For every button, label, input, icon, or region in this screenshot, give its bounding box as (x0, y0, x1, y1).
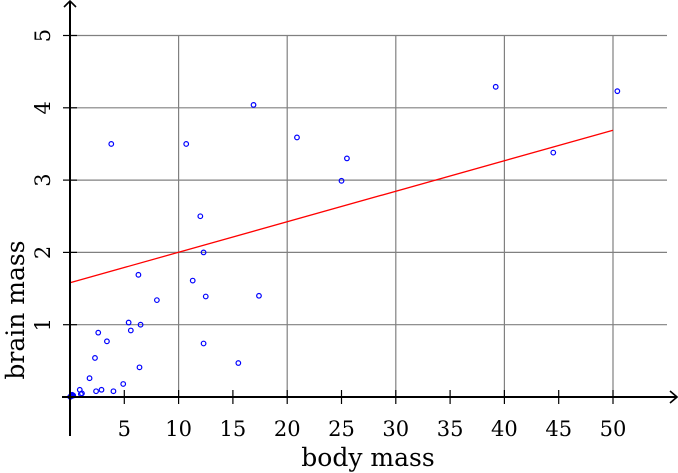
y-tick-label: 1 (31, 318, 55, 331)
data-point (98, 386, 105, 393)
data-point (86, 375, 93, 382)
x-tick-label: 5 (118, 417, 131, 441)
data-point (110, 388, 117, 395)
data-point (120, 381, 127, 387)
x-tick-label: 10 (165, 417, 192, 441)
grid-lines (70, 34, 667, 397)
data-point (153, 297, 160, 304)
data-point (200, 340, 207, 347)
x-axis-arrow-icon (669, 390, 678, 404)
data-point (197, 213, 204, 220)
x-tick-label: 40 (491, 417, 518, 441)
x-tick-label: 35 (437, 417, 464, 441)
data-point (79, 390, 85, 397)
data-point (614, 88, 621, 95)
y-tick-label: 4 (31, 101, 55, 114)
data-point (108, 141, 115, 147)
data-point (202, 293, 209, 300)
data-point (136, 364, 143, 371)
data-point (294, 134, 300, 141)
data-point (95, 329, 102, 336)
x-tick-label: 20 (274, 417, 301, 441)
data-point (93, 388, 99, 395)
data-point (200, 249, 207, 256)
data-point (256, 292, 262, 299)
y-tick-label: 2 (31, 246, 55, 259)
y-tick-label: 3 (31, 173, 55, 186)
y-ticks: 1 2 3 4 5 (31, 29, 77, 331)
x-tick-label: 25 (328, 417, 355, 441)
data-point (92, 355, 98, 361)
data-point (550, 149, 557, 156)
x-tick-label: 45 (545, 417, 572, 441)
data-point (127, 327, 134, 334)
x-axis-label: body mass (301, 443, 434, 472)
x-tick-label: 15 (220, 417, 247, 441)
data-point (104, 338, 110, 345)
data-point (189, 277, 196, 284)
regression-line (69, 129, 614, 284)
y-tick-label: 5 (31, 29, 55, 42)
data-point (492, 83, 499, 90)
data-point (235, 360, 242, 366)
axes (62, 0, 678, 436)
x-ticks: 5 10 15 20 25 30 35 40 45 50 (118, 390, 627, 441)
data-point (338, 177, 345, 184)
data-point (137, 321, 144, 328)
x-tick-label: 50 (600, 417, 627, 441)
data-point (183, 141, 190, 147)
data-point (125, 319, 132, 326)
y-axis-label: brain mass (1, 240, 30, 379)
x-tick-label: 30 (382, 417, 409, 441)
y-axis-arrow-icon (63, 0, 77, 8)
data-point (344, 155, 350, 162)
data-point (250, 102, 257, 108)
data-point (135, 271, 142, 278)
data-points (67, 83, 621, 400)
